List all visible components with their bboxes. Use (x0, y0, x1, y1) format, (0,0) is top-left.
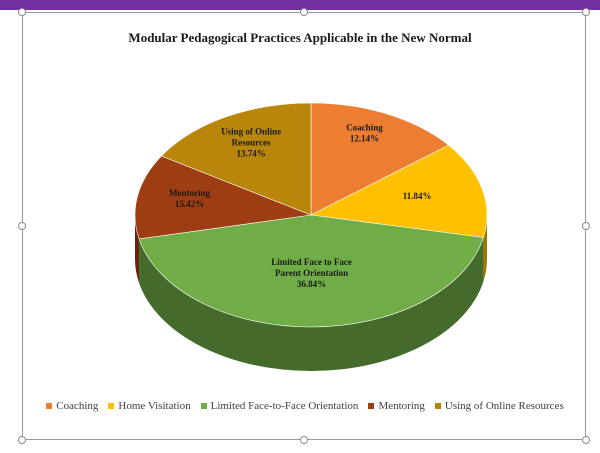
slice-label-coaching: Coaching (346, 122, 383, 132)
resize-handle-top-right[interactable] (582, 8, 590, 16)
pie-slice-mentoring (134, 155, 313, 240)
pie-slice-online-resources (160, 102, 312, 216)
pie-side-limited-face-to-face (139, 237, 484, 372)
pie-side-home-visitation (483, 215, 487, 282)
slice-label-mentoring: Mentoring (169, 188, 210, 198)
legend-item-home-visitation: Home Visitation (108, 400, 191, 412)
legend-swatch-mentoring (368, 403, 375, 409)
legend-item-mentoring: Mentoring (368, 400, 425, 412)
resize-handle-top-center[interactable] (300, 8, 308, 16)
legend-swatch-limited-face-to-face (200, 403, 207, 409)
legend-label-home-visitation: Home Visitation (118, 400, 191, 412)
resize-handle-bottom-right[interactable] (582, 436, 590, 444)
legend-item-coaching: Coaching (46, 400, 98, 412)
slice-label-limited-face-to-face: Limited Face to Face Parent Orientation (271, 257, 352, 278)
resize-handle-middle-left[interactable] (18, 222, 26, 230)
resize-handle-bottom-center[interactable] (300, 436, 308, 444)
legend-swatch-coaching (46, 403, 53, 409)
legend-label-online-resources: Using of Online Resources (444, 400, 564, 412)
value-label-limited-face-to-face: 36.84% (297, 279, 326, 289)
resize-handle-bottom-left[interactable] (18, 436, 26, 444)
legend-item-limited-face-to-face: Limited Face-to-Face Orientation (200, 400, 359, 412)
legend-label-limited-face-to-face: Limited Face-to-Face Orientation (210, 400, 359, 412)
pie-slice-limited-face-to-face (138, 214, 484, 328)
slice-label-online-resources: Using of Online Resources (221, 126, 281, 147)
pie-slice-coaching (310, 102, 450, 216)
value-label-home-visitation: 11.84% (403, 191, 432, 201)
legend-label-coaching: Coaching (56, 400, 99, 412)
value-label-coaching: 12.14% (350, 133, 379, 143)
resize-handle-middle-right[interactable] (582, 222, 590, 230)
value-label-online-resources: 13.74% (236, 148, 265, 158)
resize-handle-top-left[interactable] (18, 8, 26, 16)
legend-swatch-online-resources (434, 403, 441, 409)
legend-swatch-home-visitation (108, 403, 115, 409)
top-accent-bar (0, 0, 600, 10)
pie-side-mentoring (135, 215, 140, 283)
value-label-mentoring: 15.42% (175, 199, 204, 209)
legend-label-mentoring: Mentoring (378, 400, 425, 412)
legend-item-online-resources: Using of Online Resources (434, 400, 564, 412)
chart-legend: Coaching Home Visitation Limited Face-to… (30, 400, 580, 412)
chart-title: Modular Pedagogical Practices Applicable… (128, 30, 472, 45)
pie-slice-home-visitation (309, 144, 488, 238)
